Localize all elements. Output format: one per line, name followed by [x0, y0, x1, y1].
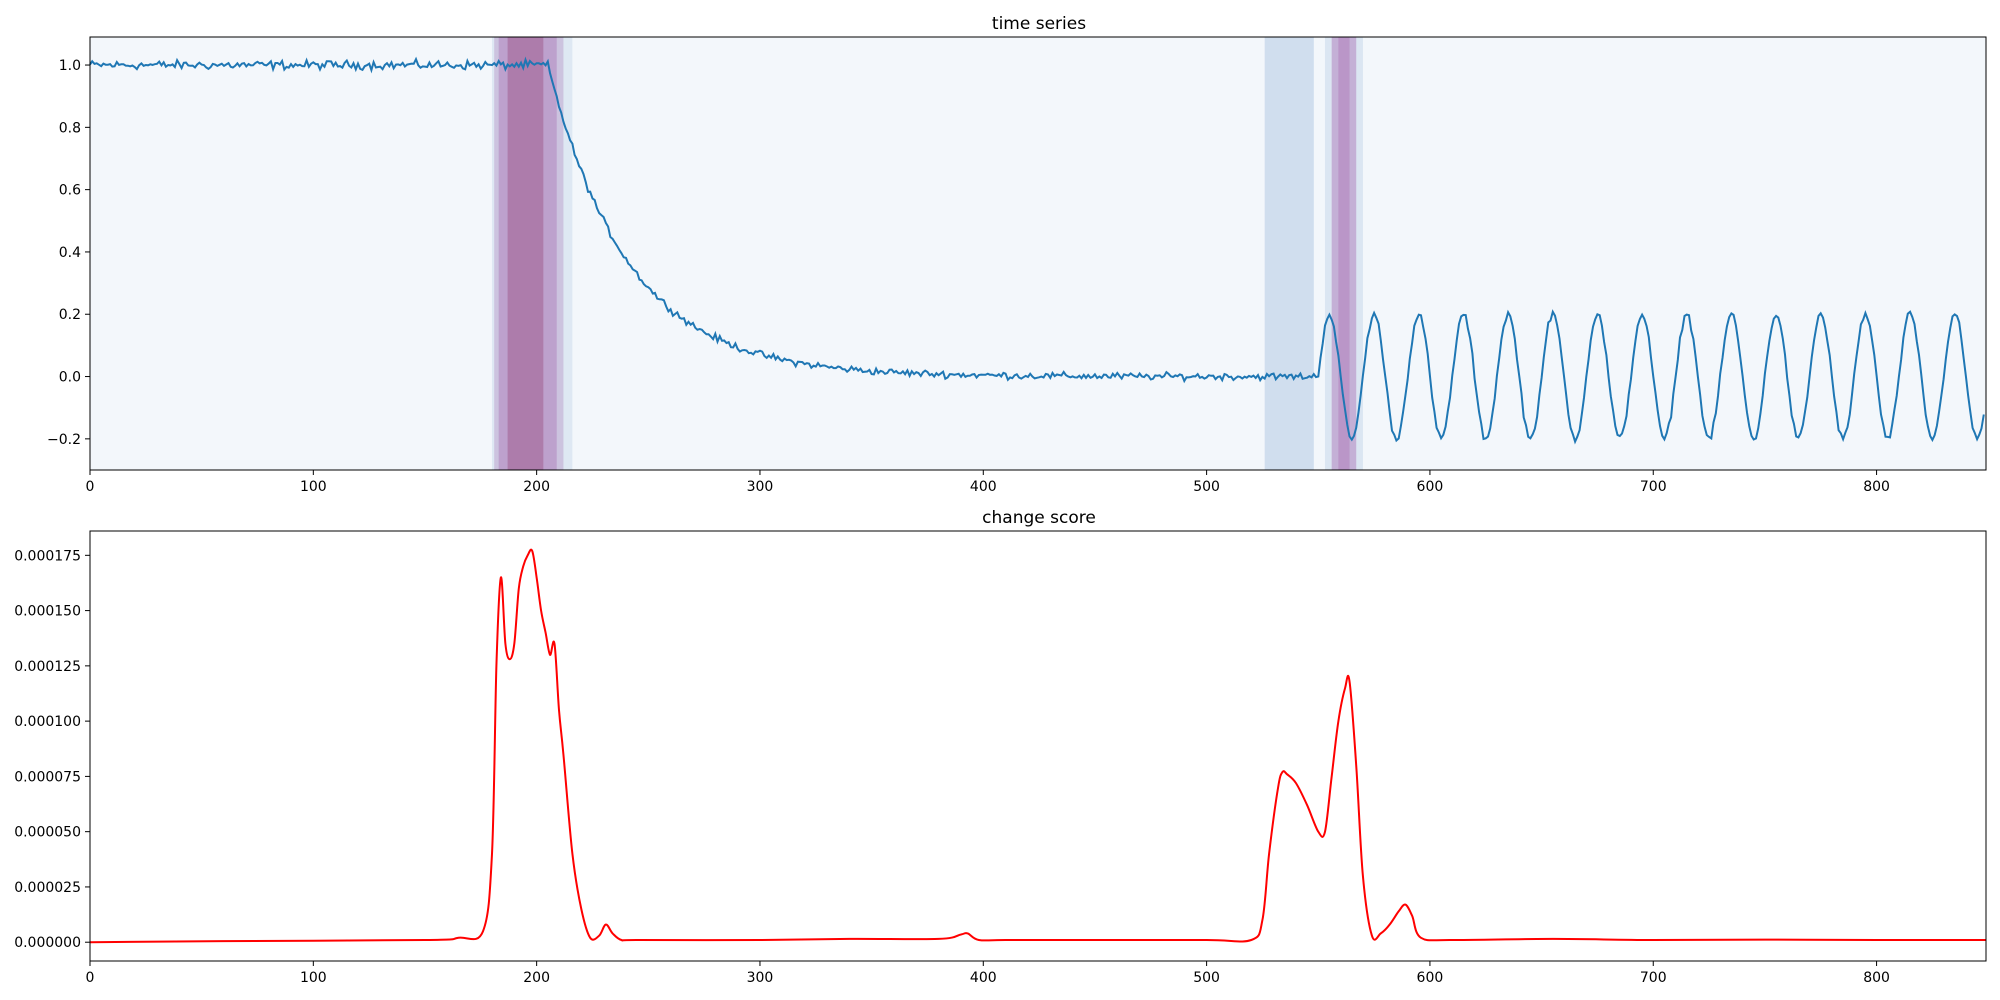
change-score-y-tick-label: 0.000125	[14, 659, 81, 675]
change-score-y-tick-label: 0.000050	[14, 825, 81, 841]
change-score-y-axis: 0.000000 0.000025 0.000050 0.000075 0.000100…	[14, 548, 90, 951]
change-score-line	[89, 548, 1987, 944]
time-series-y-tick-label: 0.6	[59, 183, 81, 199]
change-score-y-tick-label: 0.000150	[14, 604, 81, 620]
change-score-x-tick-label: 0	[86, 970, 95, 986]
time-series-x-tick-label: 700	[1640, 479, 1667, 495]
highlight-band	[1338, 37, 1350, 470]
change-score-y-tick-label: 0.000100	[14, 714, 81, 730]
time-series-title: time series	[992, 14, 1086, 34]
change-score-x-tick-label: 500	[1193, 970, 1220, 986]
time-series-y-tick-label: 0.8	[59, 120, 81, 136]
change-score-x-tick-label: 600	[1417, 970, 1444, 986]
change-score-y-tick-label: 0.000025	[14, 880, 81, 896]
time-series-x-axis: 0 100 200 300 400 500 600 700 800	[86, 470, 1890, 495]
time-series-y-tick-label: 0.4	[59, 245, 81, 261]
change-score-x-tick-label: 200	[523, 970, 550, 986]
time-series-y-tick-label: 0.0	[59, 370, 81, 386]
change-score-x-tick-label: 800	[1863, 970, 1890, 986]
change-score-x-tick-label: 400	[970, 970, 997, 986]
time-series-x-tick-label: 800	[1863, 479, 1890, 495]
change-score-x-tick-label: 700	[1640, 970, 1667, 986]
change-score-x-axis: 0 100 200 300 400 500 600 700 800	[86, 961, 1890, 986]
time-series-y-axis: −0.2 0.0 0.2 0.4 0.6 0.8 1.0	[47, 58, 90, 448]
time-series-x-tick-label: 500	[1193, 479, 1220, 495]
time-series-x-tick-label: 100	[300, 479, 327, 495]
change-score-x-tick-label: 100	[300, 970, 327, 986]
time-series-y-tick-label: 1.0	[59, 58, 81, 74]
change-score-chart: change score 0 100 200 300 400 500 600 700 800 0…	[14, 508, 1987, 986]
change-score-plot-background	[90, 531, 1986, 961]
highlight-band	[507, 37, 544, 470]
change-score-plot-frame	[89, 530, 1987, 962]
change-score-y-tick-label: 0.000175	[14, 548, 81, 564]
time-series-chart: time series 0 100 200 300 400 500 600 700 800 −0…	[47, 14, 1987, 495]
time-series-x-tick-label: 600	[1417, 479, 1444, 495]
highlight-band	[1264, 37, 1314, 470]
change-score-x-tick-label: 300	[747, 970, 774, 986]
time-series-x-tick-label: 300	[747, 479, 774, 495]
time-series-line	[89, 56, 1985, 445]
time-series-plot-frame	[89, 36, 1987, 471]
change-score-y-tick-label: 0.000075	[14, 769, 81, 785]
time-series-y-tick-label: 0.2	[59, 307, 81, 323]
time-series-y-tick-label: −0.2	[47, 432, 81, 448]
time-series-x-tick-label: 0	[86, 479, 95, 495]
change-score-title: change score	[982, 508, 1096, 528]
time-series-x-tick-label: 400	[970, 479, 997, 495]
time-series-x-tick-label: 200	[523, 479, 550, 495]
change-score-y-tick-label: 0.000000	[14, 935, 81, 951]
time-series-plot-background	[90, 37, 1986, 470]
